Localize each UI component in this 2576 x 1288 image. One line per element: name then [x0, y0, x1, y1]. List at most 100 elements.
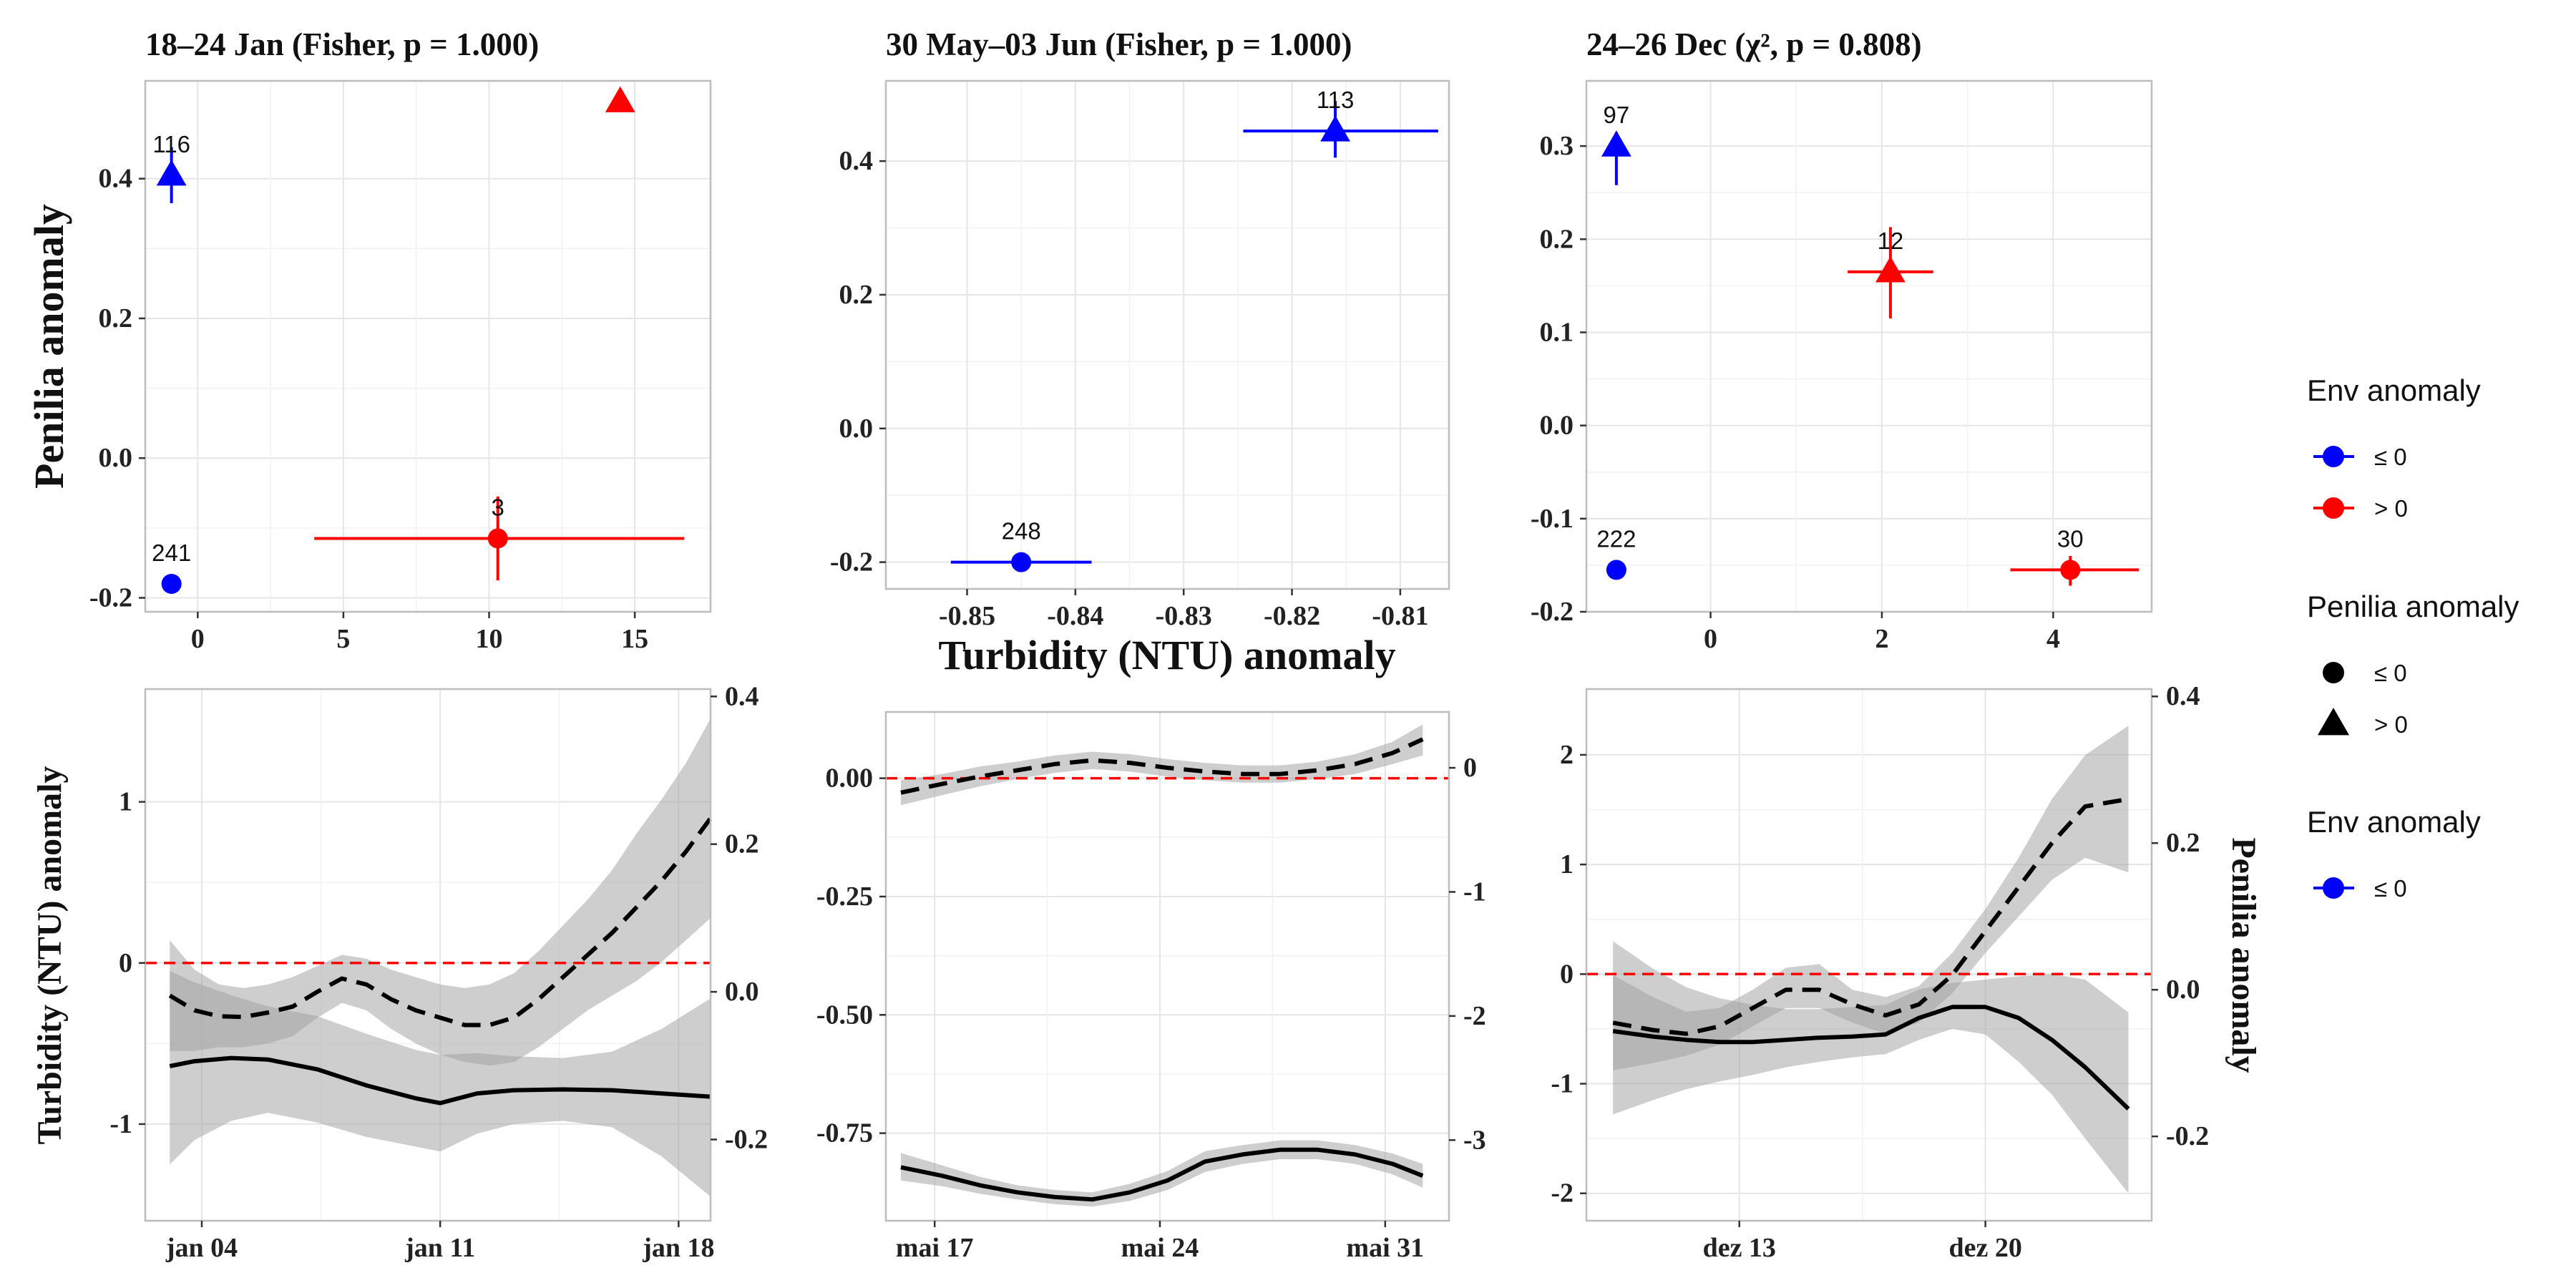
legend-item: ≤ 0 — [2323, 660, 2407, 686]
penilia-smooth-line — [168, 816, 713, 1028]
legend-key-marker — [2323, 446, 2344, 467]
legend-item-label: ≤ 0 — [2374, 444, 2407, 470]
panel-border — [1585, 688, 2153, 1222]
y-tick-label: 2 — [1560, 740, 1574, 770]
turbidity-confidence-band — [1613, 941, 2129, 1194]
line-panel-2: -0.75 -0.50 -0.25 0.00 -3 -2 -1 0 mai 17 mai 24 ma… — [816, 711, 1486, 1263]
point-marker — [1011, 552, 1032, 572]
x-tick-label: dez 20 — [1948, 1233, 2021, 1263]
point-marker — [1320, 115, 1350, 142]
x-tick-label: -0.85 — [939, 601, 995, 631]
point-marker — [161, 573, 182, 594]
point-marker — [487, 528, 508, 549]
y-tick-label: 1 — [1560, 849, 1574, 879]
y-tick-label: 0 — [119, 948, 132, 978]
line-panel-3: -2 -1 0 1 2 -0.2 0.0 0.2 0.4 dez 13 dez 20 — [1551, 681, 2209, 1263]
right-y-tick-label: 0 — [1463, 753, 1477, 783]
panel-title: 24–26 Dec (χ², p = 0.808) — [1586, 26, 1922, 62]
right-y-tick-label: -2 — [1463, 1001, 1486, 1031]
legend-item-label: > 0 — [2374, 495, 2408, 522]
y-tick-label: 0.2 — [1540, 224, 1574, 254]
data-point: 3 — [314, 494, 685, 581]
line-panel-1: -1 0 1 -0.2 0.0 0.2 0.4 jan 04 jan 11 jan 18 — [109, 681, 768, 1263]
right-y-tick-label: 0.2 — [725, 829, 759, 859]
point-count-label: 113 — [1317, 87, 1355, 113]
legend-group-2: Penilia anomaly ≤ 0 > 0 — [2307, 590, 2519, 738]
x-tick-label: mai 17 — [896, 1233, 974, 1263]
x-tick-label: 0 — [191, 624, 205, 654]
legend-item-label: ≤ 0 — [2374, 660, 2407, 686]
y-tick-label: -0.2 — [89, 582, 132, 613]
turbidity-smooth-line — [169, 1055, 711, 1106]
right-y-tick-label: -3 — [1463, 1125, 1486, 1155]
data-point: 248 — [950, 518, 1092, 572]
point-count-label: 248 — [1002, 518, 1041, 545]
legend-item: ≤ 0 — [2313, 444, 2407, 470]
legend-key-marker — [2323, 877, 2344, 899]
penilia-confidence-band — [170, 718, 711, 1066]
point-marker — [1875, 256, 1906, 283]
y-tick-label: -0.75 — [816, 1118, 873, 1148]
x-tick-label: 0 — [1704, 624, 1717, 654]
scatter-panel-1: -0.2 0.0 0.2 0.4 0 5 10 15 18–24 Jan (Fisher, p … — [89, 26, 712, 654]
top-x-axis-title: Turbidity (NTU) anomaly — [938, 632, 1395, 678]
point-marker — [156, 160, 187, 186]
data-point: 12 — [1848, 227, 1933, 318]
data-point: 97 — [1601, 102, 1631, 185]
legend-group-3: Env anomaly ≤ 0 — [2307, 805, 2481, 902]
data-point: 113 — [1243, 87, 1438, 158]
y-tick-label: -0.1 — [1531, 504, 1574, 534]
y-tick-label: 1 — [119, 787, 132, 817]
legend-group-1: Env anomaly ≤ 0 > 0 — [2307, 374, 2481, 522]
data-point: 30 — [2010, 525, 2140, 586]
x-tick-label: jan 18 — [642, 1233, 714, 1263]
turbidity-confidence-band — [170, 971, 711, 1197]
x-tick-label: 2 — [1875, 624, 1888, 654]
point-count-label: 222 — [1596, 525, 1636, 552]
point-count-label: 116 — [152, 131, 190, 157]
legend-item-label: > 0 — [2374, 711, 2408, 738]
turbidity-smooth-line — [1612, 1005, 2130, 1111]
turbidity-smooth-line — [900, 1147, 1424, 1202]
x-tick-label: mai 31 — [1346, 1233, 1424, 1263]
y-tick-label: 0.4 — [99, 164, 133, 194]
y-tick-label: -0.2 — [1531, 597, 1574, 627]
data-point: 222 — [1596, 525, 1636, 580]
x-tick-label: jan 11 — [404, 1233, 475, 1263]
data-point — [605, 86, 635, 112]
right-y-tick-label: -0.2 — [2166, 1121, 2209, 1151]
panel-border — [144, 79, 712, 613]
x-tick-label: dez 13 — [1703, 1233, 1776, 1263]
x-tick-label: 5 — [336, 624, 350, 654]
right-y-tick-label: -0.2 — [725, 1124, 768, 1154]
scatter-panel-2: -0.2 0.0 0.2 0.4 -0.85 -0.84 -0.83 -0.82 -0.81 30… — [830, 26, 1450, 631]
legend-title: Penilia anomaly — [2307, 590, 2519, 623]
panel-border — [884, 711, 1450, 1222]
point-marker — [1606, 560, 1626, 580]
right-y-tick-label: 0.4 — [725, 681, 759, 711]
penilia-smooth-line — [900, 737, 1424, 795]
scatter-panel-3: -0.2 -0.1 0.0 0.1 0.2 0.3 0 2 4 24–26 Dec (χ², p … — [1531, 26, 2153, 654]
y-tick-label: -1 — [109, 1109, 132, 1139]
legend-key-marker — [2323, 662, 2344, 683]
panel-title: 30 May–03 Jun (Fisher, p = 1.000) — [886, 26, 1352, 62]
x-tick-label: -0.81 — [1372, 601, 1428, 631]
legend-key-marker — [2317, 708, 2350, 736]
y-tick-label: 0.2 — [99, 303, 133, 333]
legend-item-label: ≤ 0 — [2374, 875, 2407, 902]
y-tick-label: -0.25 — [816, 882, 873, 912]
y-tick-label: 0.0 — [839, 414, 874, 444]
data-point: 116 — [152, 131, 190, 203]
point-marker — [2060, 560, 2081, 580]
x-tick-label: -0.82 — [1264, 601, 1320, 631]
x-tick-label: mai 24 — [1121, 1233, 1199, 1263]
y-tick-label: 0.3 — [1540, 131, 1574, 161]
y-tick-label: 0.2 — [839, 280, 874, 310]
point-count-label: 241 — [152, 540, 191, 566]
x-tick-label: 15 — [621, 624, 648, 654]
x-tick-label: jan 04 — [165, 1233, 238, 1263]
bottom-left-y-axis-title: Turbidity (NTU) anomaly — [31, 766, 69, 1145]
right-y-tick-label: 0.0 — [725, 977, 759, 1007]
legend-title: Env anomaly — [2307, 374, 2481, 407]
